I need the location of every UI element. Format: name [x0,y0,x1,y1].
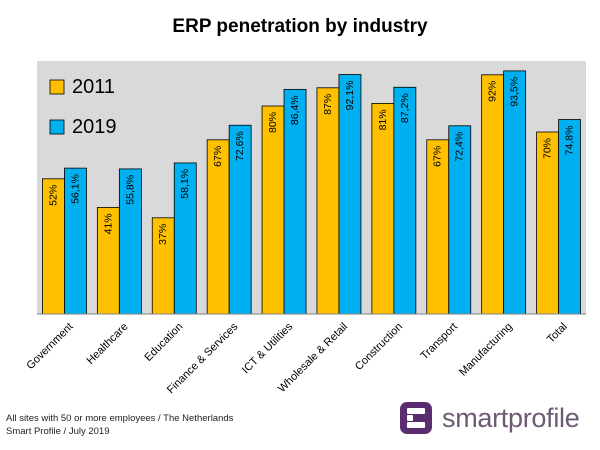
data-label-2011-9: 70% [542,138,554,159]
x-tick-label-2: Education [142,321,185,364]
data-label-2011-2: 37% [157,224,169,245]
data-label-2011-6: 81% [377,109,389,130]
bars-group: 52% 56,1% 41% 55,8% 37% 58,1% 67% 72,6% 80% 86,4%… [42,70,581,315]
data-label-2019-3: 72,6% [234,131,246,161]
data-label-2011-3: 67% [212,146,224,167]
data-label-2019-9: 74,8% [564,126,576,156]
data-label-2011-1: 41% [102,213,114,234]
x-tick-label-6: Construction [353,321,405,373]
bar-2011-8 [481,74,505,315]
data-label-2011-8: 92% [487,81,499,102]
legend-label-2011: 2011 [72,76,115,98]
data-label-2019-5: 92,1% [344,81,356,111]
data-label-2019-1: 55,8% [124,175,136,205]
legend: 2011 2019 [49,76,117,138]
data-label-2011-4: 80% [267,112,279,133]
footer-line-1: All sites with 50 or more employees / Th… [6,413,234,424]
chart-title: ERP penetration by industry [172,16,428,37]
data-label-2011-5: 87% [322,94,334,115]
legend-swatch-2011 [49,79,65,95]
footer-note: All sites with 50 or more employees / Th… [6,412,233,438]
data-label-2019-0: 56,1% [69,174,81,204]
legend-label-2019: 2019 [72,116,117,138]
x-tick-label-4: ICT & Utilities [240,320,296,376]
x-tick-label-1: Healthcare [84,321,130,367]
smartprofile-logo-icon [400,402,432,434]
x-tick-label-0: Government [24,321,75,372]
data-label-2019-6: 87,2% [399,93,411,123]
brand-logo: smartprofile [398,400,580,436]
data-label-2011-0: 52% [47,185,59,206]
brand-name: smartprofile [442,402,580,433]
bar-2011-6 [371,103,395,315]
data-label-2019-8: 93,5% [509,77,521,107]
x-tick-label-9: Total [545,321,570,346]
data-label-2019-2: 58,1% [179,169,191,199]
bar-2011-5 [316,87,340,315]
data-label-2011-7: 67% [432,146,444,167]
footer-line-2: Smart Profile / July 2019 [6,426,110,437]
data-label-2019-4: 86,4% [289,95,301,125]
x-tick-label-7: Transport [418,321,459,362]
data-label-2019-7: 72,4% [454,132,466,162]
bar-2011-4 [261,105,285,315]
x-tick-label-8: Manufacturing [457,321,515,379]
legend-swatch-2019 [49,119,65,135]
